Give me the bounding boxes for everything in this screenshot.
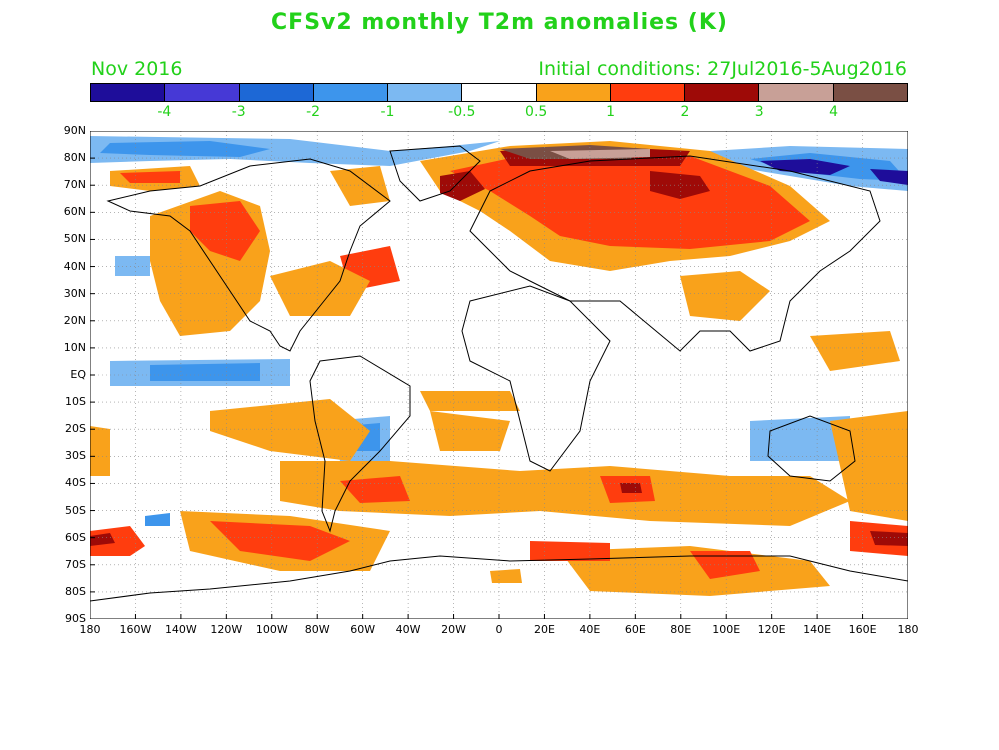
latitude-label: 70N bbox=[63, 178, 86, 192]
colorbar-label: 0.5 bbox=[525, 104, 548, 120]
colorbar-swatch bbox=[462, 84, 537, 101]
latitude-label: 10S bbox=[65, 395, 86, 409]
colorbar-swatch bbox=[388, 84, 463, 101]
latitude-label: EQ bbox=[70, 368, 86, 381]
latitude-label: 90N bbox=[63, 124, 86, 137]
colorbar-swatch bbox=[91, 84, 166, 101]
longitude-label: 40W bbox=[395, 623, 421, 636]
africa-outline bbox=[461, 285, 611, 472]
colorbar-label: -1 bbox=[380, 104, 395, 120]
latitude-label: 20N bbox=[63, 313, 86, 327]
latitude-label: 30N bbox=[63, 286, 86, 300]
australia-outline bbox=[767, 415, 856, 482]
colorbar-swatch bbox=[239, 84, 314, 101]
colorbar-swatch bbox=[759, 84, 834, 101]
latitude-label: 60S bbox=[65, 530, 86, 544]
longitude-label: 100W bbox=[255, 623, 288, 636]
south-america-outline bbox=[309, 355, 411, 533]
anomaly-field bbox=[90, 136, 908, 596]
colorbar-swatch bbox=[685, 84, 760, 101]
colorbar-label: 1 bbox=[606, 104, 615, 120]
longitude-label: 140W bbox=[164, 623, 197, 636]
colorbar bbox=[90, 83, 908, 102]
latitude-label: 60N bbox=[63, 205, 86, 219]
longitude-label: 120W bbox=[210, 623, 243, 636]
longitude-label: 60W bbox=[350, 623, 376, 636]
colorbar-label: 2 bbox=[680, 104, 690, 120]
anomaly-map bbox=[90, 131, 908, 619]
longitude-label: 100E bbox=[712, 623, 741, 636]
latitude-label: 80N bbox=[63, 151, 86, 165]
colorbar-label: -4 bbox=[157, 104, 172, 120]
longitude-label: 20E bbox=[533, 623, 555, 636]
map-gridlines bbox=[90, 131, 908, 619]
forecast-month: Nov 2016 bbox=[91, 58, 183, 80]
north-america-outline bbox=[106, 158, 391, 352]
longitude-label: 0 bbox=[495, 623, 503, 636]
colorbar-swatch bbox=[833, 84, 907, 101]
longitude-label: 120E bbox=[757, 623, 786, 636]
longitude-label: 20W bbox=[441, 623, 466, 636]
longitude-label: 180 bbox=[897, 623, 919, 636]
latitude-label: 50N bbox=[63, 232, 86, 246]
latitude-label: 70S bbox=[65, 557, 86, 571]
initial-conditions: Initial conditions: 27Jul2016-5Aug2016 bbox=[538, 58, 907, 80]
colorbar-label: -2 bbox=[306, 104, 321, 120]
longitude-label: 160E bbox=[848, 623, 877, 636]
longitude-label: 160W bbox=[119, 623, 152, 636]
longitude-label: 60E bbox=[624, 623, 646, 636]
eurasia-outline bbox=[469, 155, 881, 352]
latitude-label: 40S bbox=[65, 476, 86, 490]
colorbar-swatch bbox=[610, 84, 686, 101]
latitude-label: 80S bbox=[65, 584, 86, 598]
longitude-label: 80W bbox=[304, 623, 330, 636]
colorbar-swatch bbox=[313, 84, 389, 101]
latitude-label: 40N bbox=[63, 259, 86, 273]
colorbar-swatch bbox=[165, 84, 240, 101]
coastlines bbox=[90, 145, 908, 602]
colorbar-label: 3 bbox=[754, 104, 764, 120]
map-ticks bbox=[90, 131, 908, 619]
colorbar-swatch bbox=[536, 84, 611, 101]
longitude-label: 80E bbox=[670, 623, 692, 636]
longitude-label: 140E bbox=[803, 623, 832, 636]
colorbar-label: 4 bbox=[829, 104, 839, 120]
latitude-label: 50S bbox=[65, 503, 86, 517]
greenland-outline bbox=[389, 145, 481, 202]
antarctica-outline bbox=[90, 555, 908, 602]
longitude-label: 40E bbox=[579, 623, 601, 636]
latitude-label: 10N bbox=[63, 340, 86, 354]
latitude-label: 90S bbox=[65, 612, 86, 625]
colorbar-label: -3 bbox=[231, 104, 246, 120]
latitude-label: 30S bbox=[65, 449, 86, 463]
latitude-label: 20S bbox=[65, 422, 86, 436]
longitude-label: 180 bbox=[79, 623, 101, 636]
chart-title: CFSv2 monthly T2m anomalies (K) bbox=[271, 10, 728, 35]
colorbar-label: -0.5 bbox=[448, 104, 476, 120]
